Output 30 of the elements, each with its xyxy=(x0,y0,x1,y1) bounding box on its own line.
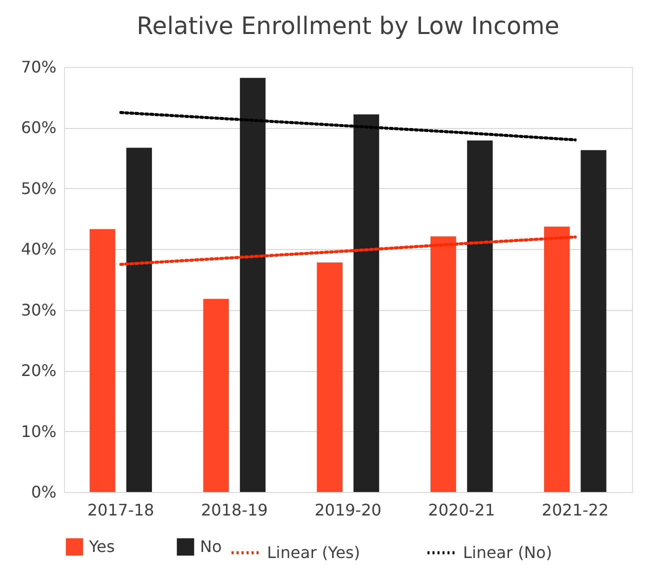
y-tick-label: 60% xyxy=(20,118,56,138)
bar xyxy=(430,236,456,492)
bar xyxy=(240,78,266,492)
y-tick-label: 40% xyxy=(20,240,56,259)
chart-title: Relative Enrollment by Low Income xyxy=(136,12,560,40)
line-series xyxy=(119,236,577,266)
x-tick-label: 2021-22 xyxy=(542,500,609,520)
bar xyxy=(353,114,380,492)
bar xyxy=(316,262,343,492)
y-tick-label: 0% xyxy=(31,482,56,502)
legend-label: No xyxy=(200,536,222,556)
legend-label: Linear (Yes) xyxy=(267,542,360,562)
bar xyxy=(126,148,152,492)
y-tick-label: 30% xyxy=(20,300,56,320)
line-series xyxy=(119,111,577,142)
bar xyxy=(544,226,570,492)
y-tick-label: 10% xyxy=(20,422,56,441)
bar xyxy=(467,140,493,492)
x-tick-label: 2020-21 xyxy=(428,500,496,520)
y-tick-label: 50% xyxy=(20,178,56,198)
bar xyxy=(580,150,606,492)
x-tick-label: 2019-20 xyxy=(314,500,382,520)
y-tick-label: 70% xyxy=(20,58,56,76)
y-tick-label: 20% xyxy=(20,361,56,380)
bar xyxy=(90,229,116,492)
x-tick-label: 2017-18 xyxy=(87,500,154,520)
legend-label: Yes xyxy=(88,536,115,556)
bar xyxy=(203,298,229,492)
legend-label: Linear (No) xyxy=(463,542,552,562)
x-tick-label: 2018-19 xyxy=(200,500,268,520)
